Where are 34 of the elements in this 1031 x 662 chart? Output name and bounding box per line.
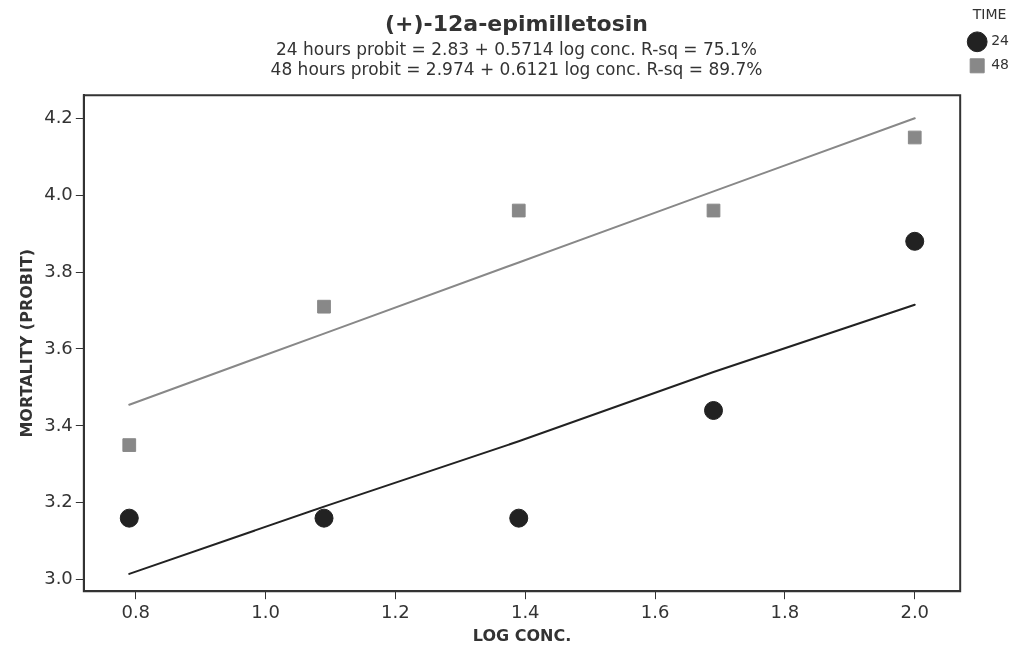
x-tick-label: 1.0 [251, 600, 280, 622]
legend-title: TIME [971, 5, 1007, 22]
y-tick-label: 3.2 [44, 490, 73, 512]
line-series [128, 303, 916, 575]
legend-label: 48 [991, 56, 1010, 73]
x-axis-title: LOG CONC. [472, 625, 572, 645]
x-tick-label: 2.0 [900, 600, 930, 622]
point [907, 130, 922, 145]
point [704, 400, 724, 420]
x-tick-label: 0.8 [121, 600, 151, 622]
point [905, 231, 925, 251]
y-tick-label: 3.0 [44, 567, 73, 589]
point [317, 299, 331, 314]
y-tick-label: 4.2 [44, 105, 73, 127]
point [119, 508, 139, 528]
text: 48 hours probit = 2.974 + 0.6121 log conc. R-sq = 89.7% [270, 59, 763, 80]
chart-title: (+)-12a-epimilletosin [385, 10, 648, 36]
y-axis-title: MORTALITY (PROBIT) [16, 248, 36, 438]
y-tick-label: 3.8 [44, 259, 73, 281]
chart-subtitle: 24 hours probit = 2.83 + 0.5714 log conc. R-sq = 75.1% [275, 39, 758, 60]
x-tick-label: 1.4 [510, 600, 540, 622]
point [509, 508, 529, 528]
point [314, 508, 334, 528]
y-tick-label: 3.4 [44, 413, 73, 435]
x-tick-label: 1.2 [381, 600, 410, 622]
y-tick-label: 3.6 [44, 336, 73, 358]
point [122, 438, 137, 452]
legend-label: 24 [991, 32, 1010, 49]
point [706, 203, 721, 218]
point [511, 203, 526, 218]
y-tick-label: 4.0 [44, 182, 73, 204]
line-series [128, 117, 916, 406]
x-tick-label: 1.8 [770, 600, 800, 622]
x-tick-label: 1.6 [640, 600, 670, 622]
